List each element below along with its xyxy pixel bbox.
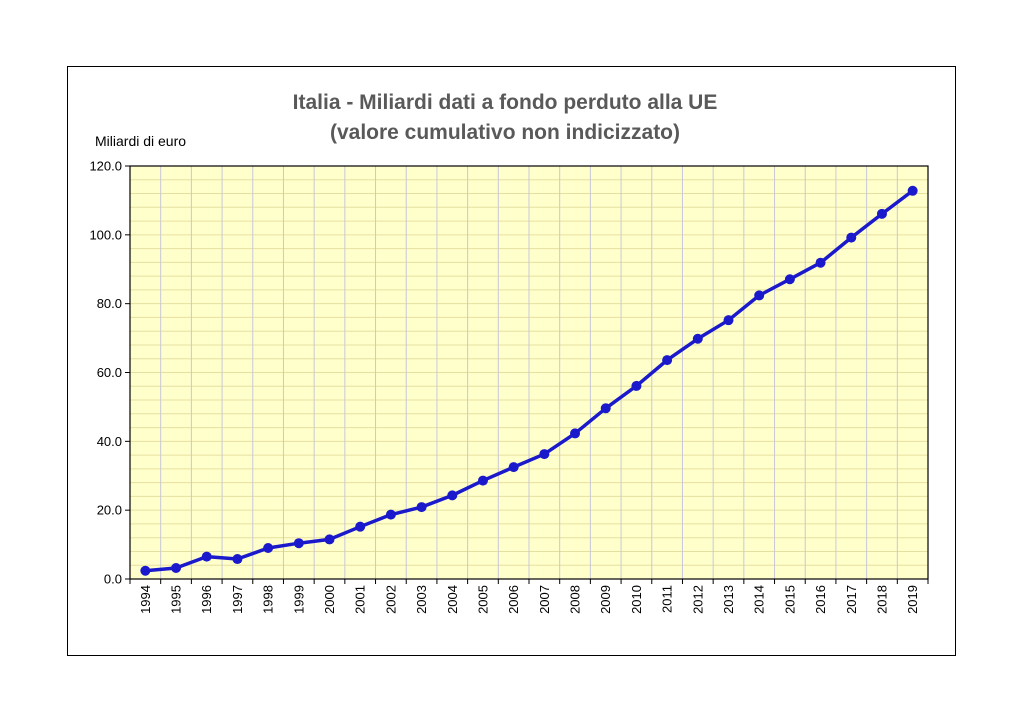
y-tick-label: 0.0 [104,572,122,587]
x-tick-label: 2015 [782,585,797,614]
data-point [232,554,243,565]
x-tick-label: 2012 [690,585,705,614]
data-point [723,315,734,326]
data-point [293,538,304,549]
data-point [385,509,396,520]
data-point [631,380,642,391]
x-tick-label: 2006 [506,585,521,614]
y-tick-label: 120.0 [89,159,122,174]
x-tick-label: 2003 [414,585,429,614]
chart-title-block: Italia - Miliardi dati a fondo perduto a… [0,88,1010,148]
data-point [355,521,366,532]
x-tick-label: 2009 [598,585,613,614]
x-tick-label: 2017 [844,585,859,614]
x-tick-label: 1998 [261,585,276,614]
data-point [754,290,765,301]
chart-subtitle: (valore cumulativo non indicizzato) [329,121,681,144]
x-tick-label: 2018 [874,585,889,614]
y-tick-label: 40.0 [97,434,122,449]
x-tick-label: 2014 [752,585,767,614]
x-tick-label: 1996 [199,585,214,614]
x-tick-label: 2005 [475,585,490,614]
x-tick-label: 2010 [629,585,644,614]
series-line [145,189,914,573]
x-tick-label: 1997 [230,585,245,614]
data-point [263,543,274,554]
data-point [539,449,550,460]
x-tick-label: 1995 [169,585,184,614]
data-point [171,562,182,573]
x-tick-label: 2001 [353,585,368,614]
data-point [692,333,703,344]
x-tick-label: 2004 [445,585,460,614]
x-tick-label: 2007 [537,585,552,614]
data-point [662,355,673,366]
data-point [477,475,488,486]
x-tick-label: 1999 [291,585,306,614]
x-tick-label: 2013 [721,585,736,614]
data-point [140,565,151,576]
chart-title: Italia - Miliardi dati a fondo perduto a… [292,91,718,114]
x-tick-label: 2016 [813,585,828,614]
data-point [201,551,212,562]
x-tick-label: 2002 [383,585,398,614]
data-point [907,185,918,196]
data-point [876,208,887,219]
data-point [846,232,857,243]
y-axis-label: Miliardi di euro [95,133,187,149]
x-tick-label: 2000 [322,585,337,614]
data-point [508,462,519,473]
y-tick-label: 100.0 [89,227,122,242]
data-point [416,502,427,513]
y-tick-label: 20.0 [97,503,122,518]
x-tick-label: 2011 [660,585,675,613]
y-tick-label: 80.0 [97,296,122,311]
data-point [447,490,458,501]
data-point [600,403,611,414]
x-tick-label: 2008 [568,585,583,614]
data-point [570,428,581,439]
data-point [815,257,826,268]
y-tick-label: 60.0 [97,365,122,380]
x-tick-label: 1994 [138,585,153,614]
x-tick-label: 2019 [905,585,920,614]
data-point [784,274,795,285]
data-point [324,534,335,545]
